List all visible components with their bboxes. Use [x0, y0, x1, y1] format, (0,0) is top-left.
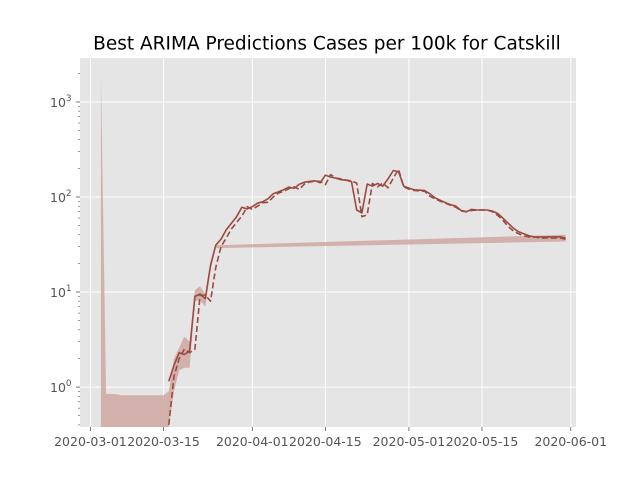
y-axis: 100 101 102 103 — [50, 73, 80, 426]
y-tick-label: 103 — [50, 94, 72, 110]
y-tick-label: 101 — [50, 284, 72, 300]
x-axis: 2020-03-01 2020-03-15 2020-04-01 2020-04-15… — [54, 427, 607, 449]
y-tick-label: 100 — [50, 379, 72, 395]
x-tick-label: 2020-05-01 — [373, 434, 446, 449]
x-tick-label: 2020-04-15 — [289, 434, 362, 449]
x-tick-label: 2020-04-01 — [216, 434, 289, 449]
x-tick-label: 2020-03-15 — [127, 434, 200, 449]
actual-series-line — [168, 169, 566, 382]
x-tick-label: 2020-03-01 — [54, 434, 127, 449]
chart-title: Best ARIMA Predictions Cases per 100k fo… — [93, 34, 561, 55]
predicted-series-line — [168, 168, 566, 425]
x-tick-label: 2020-05-15 — [446, 434, 519, 449]
x-tick-label: 2020-06-01 — [534, 434, 607, 449]
y-tick-label: 102 — [50, 189, 72, 205]
grid — [80, 58, 576, 427]
series-lines — [168, 168, 566, 425]
